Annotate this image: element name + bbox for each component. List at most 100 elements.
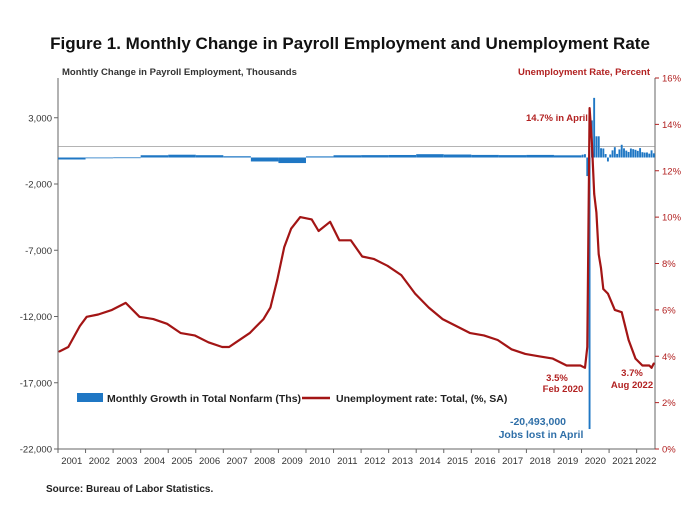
unemployment-point: [607, 292, 609, 295]
employment-bar: [113, 157, 141, 159]
employment-bar: [526, 154, 554, 158]
employment-bar: [618, 149, 621, 158]
employment-bar: [498, 155, 527, 158]
employment-bar: [588, 157, 591, 430]
employment-bar: [613, 147, 616, 158]
x-tick-label: 2019: [557, 456, 578, 467]
left-axis-title: Monhtly Change in Payroll Employment, Th…: [62, 67, 297, 78]
employment-bar: [471, 154, 499, 158]
unemployment-point: [510, 348, 513, 351]
jobs-label-annotation: Jobs lost in April: [499, 429, 584, 441]
feb-date-annotation: Feb 2020: [543, 384, 584, 395]
unemployment-point: [276, 278, 279, 281]
right-tick-label: 10%: [662, 213, 682, 224]
unemployment-point: [524, 353, 527, 355]
unemployment-point: [317, 230, 320, 232]
unemployment-point: [414, 292, 416, 295]
employment-bar: [623, 148, 625, 158]
employment-bar: [333, 155, 362, 158]
x-tick-label: 2020: [585, 456, 606, 467]
unemployment-point: [310, 218, 313, 221]
left-tick-label: -2,000: [25, 180, 52, 191]
unemployment-point: [441, 318, 444, 320]
employment-bar: [627, 151, 630, 158]
legend-swatch-bars: [77, 393, 103, 402]
legend: Monthly Growth in Total Nonfarm (Ths) Un…: [77, 393, 507, 405]
x-tick-label: 2015: [447, 456, 468, 467]
employment-bar: [278, 157, 306, 164]
x-tick-label: 2001: [61, 456, 82, 467]
employment-bar: [584, 154, 586, 158]
employment-bar: [632, 149, 635, 158]
x-tick-label: 2009: [282, 456, 303, 467]
unemployment-point: [235, 341, 237, 344]
unemployment-point: [262, 318, 265, 320]
employment-bar: [636, 150, 639, 158]
unemployment-point: [221, 346, 223, 348]
employment-bar: [652, 153, 655, 158]
unemployment-point: [79, 325, 81, 327]
x-tick-label: 2021: [612, 456, 633, 467]
unemployment-point: [584, 367, 586, 369]
line-series: [58, 107, 655, 369]
unemployment-point: [166, 322, 168, 325]
unemployment-point: [579, 364, 582, 367]
employment-bar: [609, 154, 612, 158]
employment-bar: [602, 148, 605, 158]
unemployment-point: [138, 316, 141, 318]
unemployment-point: [614, 309, 616, 311]
left-tick-label: -22,000: [20, 445, 52, 456]
unemployment-point: [620, 311, 623, 313]
employment-bar: [553, 155, 582, 158]
employment-bar: [648, 153, 651, 158]
x-axis: 2001 2002 2003 2004 2005 2006 2007 2008 2009 2010…: [57, 448, 656, 467]
unemployment-point: [597, 253, 600, 256]
employment-bar: [604, 154, 607, 158]
employment-bar: [597, 136, 600, 158]
employment-bar: [625, 150, 628, 158]
jobs-value-annotation: -20,493,000: [510, 416, 566, 428]
x-tick-label: 2016: [475, 456, 496, 467]
unemployment-point: [641, 364, 644, 367]
unemployment-point: [602, 288, 605, 290]
right-tick-label: 16%: [662, 74, 682, 85]
unemployment-point: [588, 107, 591, 109]
unemployment-point: [648, 364, 651, 367]
employment-bar: [629, 148, 632, 158]
employment-bar: [361, 155, 389, 158]
unemployment-point: [124, 302, 127, 304]
unemployment-point: [483, 334, 485, 337]
unemployment-line: [58, 107, 655, 369]
unemployment-point: [207, 341, 210, 344]
unemployment-point: [600, 267, 602, 269]
unemployment-point: [248, 332, 251, 334]
x-tick-label: 2004: [144, 456, 165, 467]
employment-bar: [620, 144, 623, 158]
x-tick-label: 2017: [502, 456, 523, 467]
right-tick-label: 8%: [662, 259, 676, 270]
x-axis-ticks: 2001 2002 2003 2004 2005 2006 2007 2008 2009 2010…: [57, 449, 656, 467]
unemployment-point: [400, 274, 403, 276]
legend-label-line: Unemployment rate: Total, (%, SA): [336, 393, 507, 405]
unemployment-point: [269, 306, 272, 309]
unemployment-point: [329, 220, 331, 223]
employment-bar: [616, 153, 619, 158]
right-tick-label: 0%: [662, 445, 676, 456]
unemployment-point: [634, 357, 637, 360]
source-note: Source: Bureau of Labor Statistics.: [46, 484, 214, 495]
employment-bar: [168, 154, 196, 158]
unemployment-point: [595, 211, 598, 214]
x-tick-label: 2014: [419, 456, 440, 467]
unemployment-point: [361, 255, 364, 258]
unemployment-point: [299, 216, 302, 218]
annotations: 14.7% in April 3.5% Feb 2020 3.7% Aug 20…: [499, 113, 654, 441]
unemployment-point: [67, 346, 70, 348]
left-axis: 3,000 -2,000 -7,000 -12,000 -17,000 -22,000 M…: [20, 67, 297, 456]
employment-bar: [600, 148, 602, 158]
unemployment-point: [593, 193, 595, 195]
employment-bar: [639, 148, 642, 158]
unemployment-point: [386, 265, 389, 267]
employment-bar: [650, 150, 653, 158]
peak-annotation: 14.7% in April: [526, 113, 588, 124]
